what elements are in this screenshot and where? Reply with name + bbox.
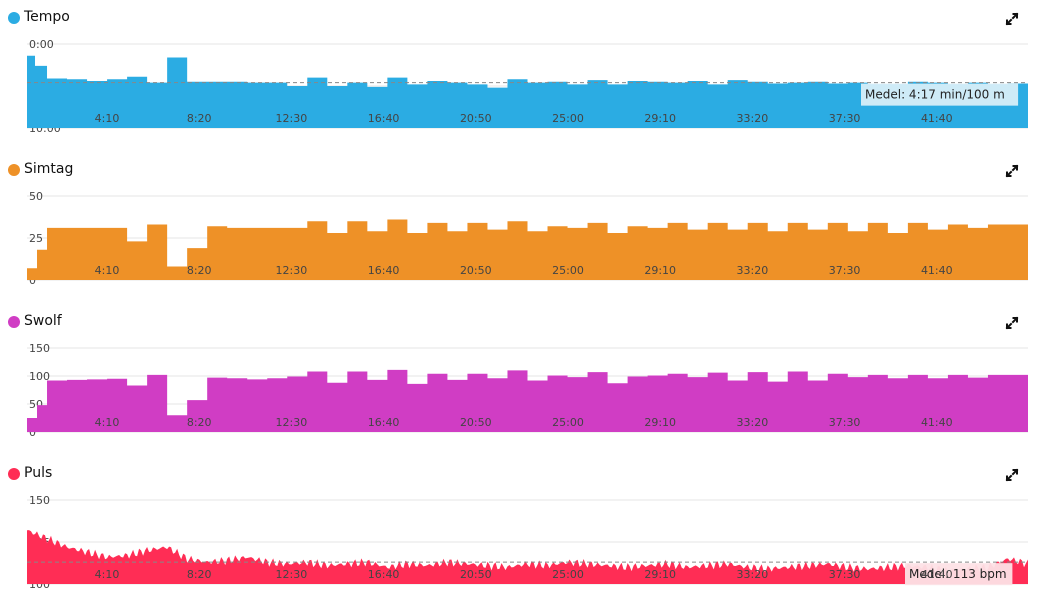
simtag-title: Simtag [24,161,74,177]
x-tick-label: 12:30 [276,264,308,277]
swolf-panel: Swolf 0 50 100 150 4:10 8:20 12:30 16:40 20:50 25… [0,304,1041,456]
x-tick-label: 8:20 [187,112,212,125]
x-tick-label: 41:40 [921,112,953,125]
x-tick-label: 4:10 [95,264,120,277]
x-tick-label: 37:30 [829,264,861,277]
swolf-legend-dot [8,316,20,328]
simtag-legend-dot [8,164,20,176]
average-label: Medel: 4:17 min/100 m [865,88,1005,102]
x-tick-label: 20:50 [460,416,492,429]
average-label-bg [861,83,1019,106]
x-tick-label: 41:40 [921,264,953,277]
swolf-title: Swolf [24,313,62,329]
x-tick-label: 12:30 [276,112,308,125]
y-tick-label: 0 [29,426,36,439]
x-tick-label: 12:30 [276,416,308,429]
x-tick-label: 12:30 [276,568,308,581]
puls-legend-dot [8,468,20,480]
area-series [27,55,1028,128]
x-tick-label: 33:20 [737,416,769,429]
expand-icon[interactable] [1003,314,1021,332]
x-tick-label: 20:50 [460,568,492,581]
x-tick-label: 25:00 [552,112,584,125]
x-tick-label: 8:20 [187,416,212,429]
expand-arrows [1005,12,1019,26]
expand-icon[interactable] [1003,162,1021,180]
x-tick-label: 41:40 [921,568,953,581]
puls-title: Puls [24,465,53,481]
x-tick-label: 29:10 [644,264,676,277]
x-tick-label: 4:10 [95,568,120,581]
y-tick-label: 0:00 [29,38,54,51]
area-series [27,369,1028,432]
expand-arrows [1005,164,1019,178]
simtag-chart: 0 25 50 4:10 8:20 12:30 16:40 20:50 25:00 29:10 33… [27,190,1028,287]
area-series [27,530,1028,584]
average-label: Medel: 113 bpm [909,567,1007,581]
x-tick-label: 25:00 [552,416,584,429]
y-tick-label: 100 [29,370,50,383]
y-tick-label: 25 [29,232,43,245]
x-tick-label: 29:10 [644,112,676,125]
x-tick-label: 37:30 [829,568,861,581]
x-tick-label: 20:50 [460,264,492,277]
x-tick-label: 16:40 [368,416,400,429]
tempo-legend-dot [8,12,20,24]
simtag-panel: Simtag 0 25 50 4:10 8:20 12:30 16:40 20:50 25:00… [0,152,1041,304]
x-tick-label: 29:10 [644,416,676,429]
x-tick-label: 29:10 [644,568,676,581]
expand-icon[interactable] [1003,10,1021,28]
expand-arrows [1005,316,1019,330]
x-tick-label: 4:10 [95,112,120,125]
x-tick-label: 20:50 [460,112,492,125]
puls-chart: 100125150Medel: 113 bpm4:108:2012:3016:4… [27,494,1028,591]
x-tick-label: 37:30 [829,416,861,429]
tempo-title: Tempo [24,9,70,25]
x-tick-label: 25:00 [552,568,584,581]
x-tick-label: 25:00 [552,264,584,277]
y-tick-label: 150 [29,494,50,507]
y-tick-label: 150 [29,342,50,355]
average-label-bg [905,563,1013,586]
x-tick-label: 16:40 [368,568,400,581]
x-tick-label: 33:20 [737,264,769,277]
x-tick-label: 8:20 [187,568,212,581]
x-tick-label: 37:30 [829,112,861,125]
expand-icon[interactable] [1003,466,1021,484]
x-tick-label: 16:40 [368,112,400,125]
x-tick-label: 33:20 [737,568,769,581]
y-tick-label: 0 [29,274,36,287]
x-tick-label: 16:40 [368,264,400,277]
x-tick-label: 4:10 [95,416,120,429]
x-tick-label: 8:20 [187,264,212,277]
x-tick-label: 33:20 [737,112,769,125]
puls-panel: Puls 100125150Medel: 113 bpm4:108:2012:3… [0,456,1041,608]
y-tick-label: 50 [29,190,43,203]
area-series [27,219,1028,280]
x-tick-label: 41:40 [921,416,953,429]
expand-arrows [1005,468,1019,482]
